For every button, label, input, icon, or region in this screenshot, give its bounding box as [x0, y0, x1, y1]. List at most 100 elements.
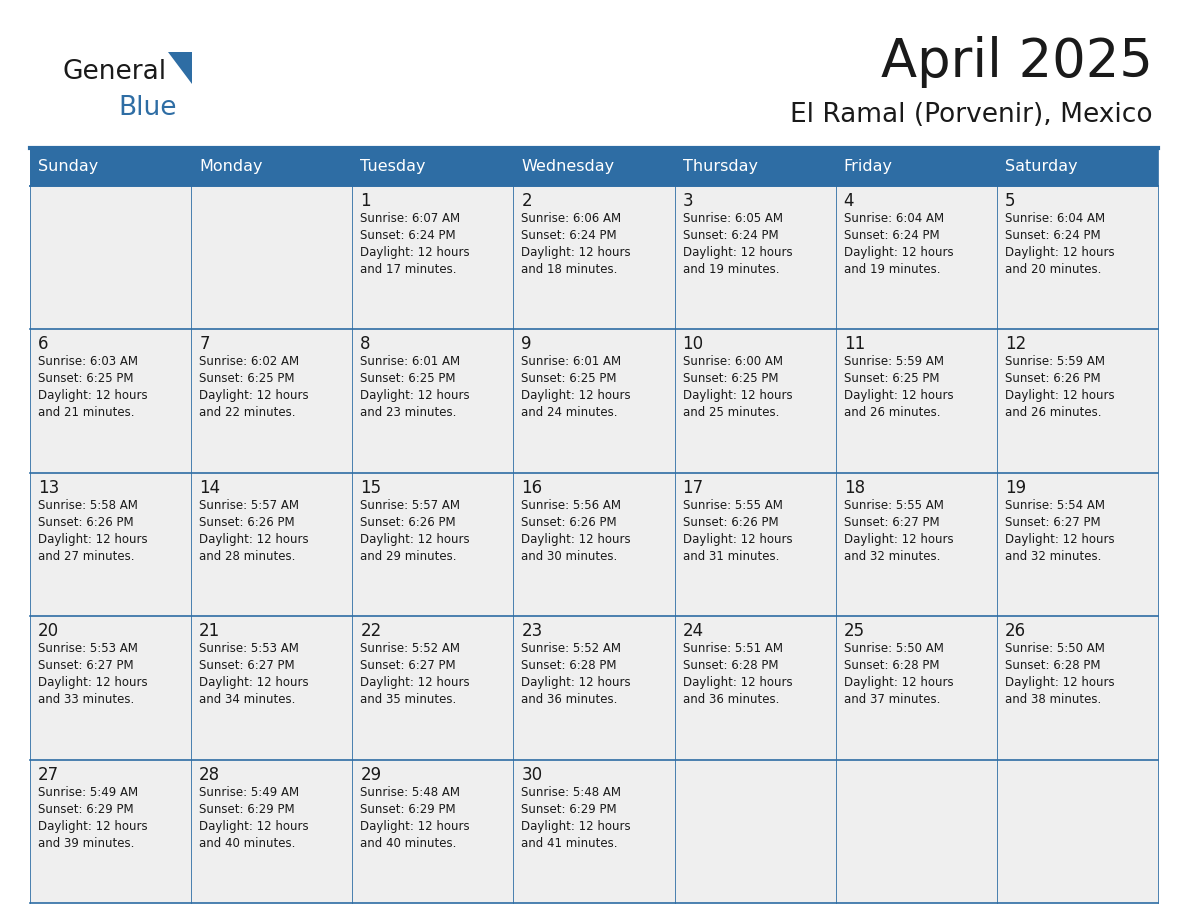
Text: Daylight: 12 hours: Daylight: 12 hours [200, 820, 309, 833]
Text: Thursday: Thursday [683, 160, 758, 174]
Text: Sunrise: 5:48 AM: Sunrise: 5:48 AM [522, 786, 621, 799]
Text: Sunset: 6:29 PM: Sunset: 6:29 PM [522, 802, 617, 815]
Text: Sunset: 6:28 PM: Sunset: 6:28 PM [522, 659, 617, 672]
Text: Daylight: 12 hours: Daylight: 12 hours [38, 820, 147, 833]
Text: Friday: Friday [843, 160, 892, 174]
Text: Daylight: 12 hours: Daylight: 12 hours [683, 246, 792, 259]
Text: Sunrise: 5:53 AM: Sunrise: 5:53 AM [38, 643, 138, 655]
Text: and 26 minutes.: and 26 minutes. [843, 407, 940, 420]
Text: Sunrise: 6:02 AM: Sunrise: 6:02 AM [200, 355, 299, 368]
Text: and 40 minutes.: and 40 minutes. [200, 836, 296, 849]
Text: 11: 11 [843, 335, 865, 353]
Text: Daylight: 12 hours: Daylight: 12 hours [522, 532, 631, 546]
Text: Daylight: 12 hours: Daylight: 12 hours [522, 677, 631, 689]
Text: Daylight: 12 hours: Daylight: 12 hours [360, 532, 470, 546]
Text: Sunrise: 6:06 AM: Sunrise: 6:06 AM [522, 212, 621, 225]
Text: Sunrise: 5:50 AM: Sunrise: 5:50 AM [1005, 643, 1105, 655]
Bar [30, 148, 1158, 186]
Text: Daylight: 12 hours: Daylight: 12 hours [38, 532, 147, 546]
Bar [30, 759, 1158, 903]
Text: 25: 25 [843, 622, 865, 640]
Text: Sunrise: 5:49 AM: Sunrise: 5:49 AM [200, 786, 299, 799]
Text: Sunset: 6:24 PM: Sunset: 6:24 PM [360, 229, 456, 242]
Text: Daylight: 12 hours: Daylight: 12 hours [843, 532, 953, 546]
Text: Sunset: 6:26 PM: Sunset: 6:26 PM [522, 516, 617, 529]
Text: Sunset: 6:26 PM: Sunset: 6:26 PM [360, 516, 456, 529]
Text: Sunset: 6:29 PM: Sunset: 6:29 PM [38, 802, 133, 815]
Text: 23: 23 [522, 622, 543, 640]
Text: and 35 minutes.: and 35 minutes. [360, 693, 456, 706]
Text: Sunrise: 5:58 AM: Sunrise: 5:58 AM [38, 498, 138, 512]
Text: and 40 minutes.: and 40 minutes. [360, 836, 456, 849]
Text: Daylight: 12 hours: Daylight: 12 hours [683, 677, 792, 689]
Text: Sunset: 6:29 PM: Sunset: 6:29 PM [360, 802, 456, 815]
Text: Daylight: 12 hours: Daylight: 12 hours [843, 246, 953, 259]
Text: Saturday: Saturday [1005, 160, 1078, 174]
Text: Sunset: 6:25 PM: Sunset: 6:25 PM [522, 373, 617, 386]
Text: and 36 minutes.: and 36 minutes. [683, 693, 779, 706]
Text: Sunrise: 5:57 AM: Sunrise: 5:57 AM [200, 498, 299, 512]
Text: Daylight: 12 hours: Daylight: 12 hours [200, 532, 309, 546]
Text: 7: 7 [200, 335, 209, 353]
Text: Daylight: 12 hours: Daylight: 12 hours [1005, 389, 1114, 402]
Text: and 31 minutes.: and 31 minutes. [683, 550, 779, 563]
Text: and 39 minutes.: and 39 minutes. [38, 836, 134, 849]
Text: Sunrise: 6:04 AM: Sunrise: 6:04 AM [1005, 212, 1105, 225]
Text: Sunset: 6:27 PM: Sunset: 6:27 PM [38, 659, 133, 672]
Text: Sunrise: 5:52 AM: Sunrise: 5:52 AM [522, 643, 621, 655]
Text: 13: 13 [38, 479, 59, 497]
Text: Sunrise: 5:59 AM: Sunrise: 5:59 AM [1005, 355, 1105, 368]
Text: Daylight: 12 hours: Daylight: 12 hours [360, 246, 470, 259]
Text: Tuesday: Tuesday [360, 160, 425, 174]
Text: Sunset: 6:29 PM: Sunset: 6:29 PM [200, 802, 295, 815]
Text: and 21 minutes.: and 21 minutes. [38, 407, 134, 420]
Text: Daylight: 12 hours: Daylight: 12 hours [683, 389, 792, 402]
Text: and 24 minutes.: and 24 minutes. [522, 407, 618, 420]
Text: 8: 8 [360, 335, 371, 353]
Text: 4: 4 [843, 192, 854, 210]
Text: Daylight: 12 hours: Daylight: 12 hours [360, 820, 470, 833]
Text: Sunrise: 6:04 AM: Sunrise: 6:04 AM [843, 212, 943, 225]
Text: 22: 22 [360, 622, 381, 640]
Text: Sunset: 6:27 PM: Sunset: 6:27 PM [1005, 516, 1100, 529]
Text: 9: 9 [522, 335, 532, 353]
Text: Sunset: 6:28 PM: Sunset: 6:28 PM [683, 659, 778, 672]
Text: 29: 29 [360, 766, 381, 784]
Text: 30: 30 [522, 766, 543, 784]
Text: Sunset: 6:24 PM: Sunset: 6:24 PM [683, 229, 778, 242]
Text: Daylight: 12 hours: Daylight: 12 hours [360, 677, 470, 689]
Text: Sunset: 6:26 PM: Sunset: 6:26 PM [38, 516, 133, 529]
Text: and 17 minutes.: and 17 minutes. [360, 263, 456, 276]
Text: Daylight: 12 hours: Daylight: 12 hours [1005, 677, 1114, 689]
Text: 19: 19 [1005, 479, 1026, 497]
Text: Sunset: 6:24 PM: Sunset: 6:24 PM [522, 229, 617, 242]
Text: 21: 21 [200, 622, 221, 640]
Text: and 28 minutes.: and 28 minutes. [200, 550, 296, 563]
Text: April 2025: April 2025 [881, 36, 1154, 88]
Text: Wednesday: Wednesday [522, 160, 614, 174]
Text: 1: 1 [360, 192, 371, 210]
Text: Daylight: 12 hours: Daylight: 12 hours [522, 246, 631, 259]
Text: and 38 minutes.: and 38 minutes. [1005, 693, 1101, 706]
Text: Sunset: 6:26 PM: Sunset: 6:26 PM [200, 516, 295, 529]
Text: Sunrise: 5:53 AM: Sunrise: 5:53 AM [200, 643, 299, 655]
Text: and 30 minutes.: and 30 minutes. [522, 550, 618, 563]
Text: and 27 minutes.: and 27 minutes. [38, 550, 134, 563]
Text: and 19 minutes.: and 19 minutes. [683, 263, 779, 276]
Text: Daylight: 12 hours: Daylight: 12 hours [683, 532, 792, 546]
Text: Daylight: 12 hours: Daylight: 12 hours [38, 677, 147, 689]
Text: Daylight: 12 hours: Daylight: 12 hours [1005, 532, 1114, 546]
Text: and 33 minutes.: and 33 minutes. [38, 693, 134, 706]
Text: 24: 24 [683, 622, 703, 640]
Text: Sunrise: 6:01 AM: Sunrise: 6:01 AM [522, 355, 621, 368]
Text: 14: 14 [200, 479, 220, 497]
Text: Sunrise: 5:57 AM: Sunrise: 5:57 AM [360, 498, 460, 512]
Text: Blue: Blue [118, 95, 177, 121]
Text: Sunrise: 5:49 AM: Sunrise: 5:49 AM [38, 786, 138, 799]
Text: 20: 20 [38, 622, 59, 640]
Text: and 18 minutes.: and 18 minutes. [522, 263, 618, 276]
Text: and 20 minutes.: and 20 minutes. [1005, 263, 1101, 276]
Text: Daylight: 12 hours: Daylight: 12 hours [1005, 246, 1114, 259]
Text: Sunrise: 5:51 AM: Sunrise: 5:51 AM [683, 643, 783, 655]
Bar [30, 473, 1158, 616]
